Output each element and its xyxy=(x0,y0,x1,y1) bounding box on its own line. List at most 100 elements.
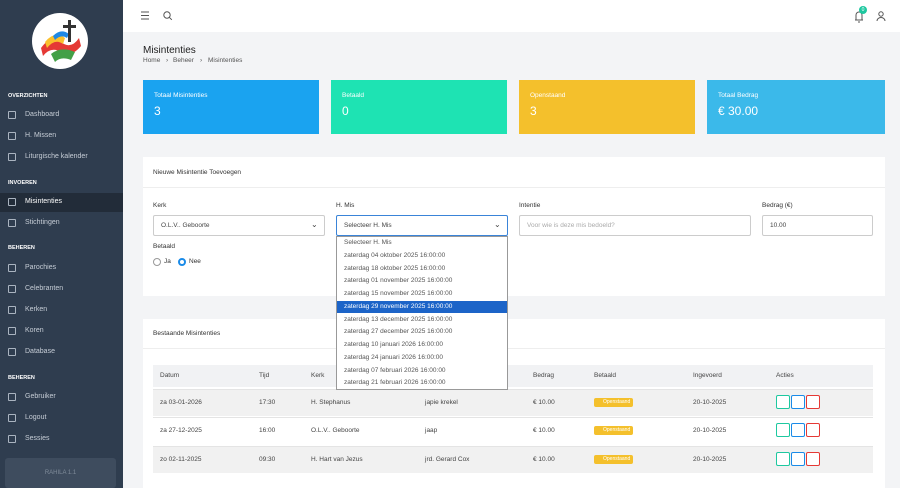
column-header: Datum xyxy=(160,372,180,379)
nav-icon xyxy=(8,198,16,206)
field-label: Kerk xyxy=(153,202,167,209)
cell: jaap xyxy=(425,427,438,434)
field[interactable] xyxy=(762,215,873,236)
active-item-bg xyxy=(0,193,123,212)
cell: japie krekel xyxy=(425,399,458,406)
nav-item[interactable]: Sessies xyxy=(25,435,50,442)
cell: 09:30 xyxy=(259,456,276,463)
cell: O.L.V.. Geboorte xyxy=(311,427,360,434)
breadcrumb[interactable]: Beheer xyxy=(173,57,194,64)
nav-item[interactable]: Celebranten xyxy=(25,285,64,292)
action-button[interactable] xyxy=(791,452,805,466)
action-button[interactable] xyxy=(791,423,805,437)
stat-card xyxy=(519,80,695,134)
divider xyxy=(143,348,885,349)
column-header: Tijd xyxy=(259,372,270,379)
action-button[interactable] xyxy=(806,423,820,437)
action-button[interactable] xyxy=(776,452,790,466)
column-header: Ingevoerd xyxy=(693,372,722,379)
section-title: BEHEREN xyxy=(8,245,35,251)
version-box: RAHILA 1.1 xyxy=(5,458,116,488)
stat-value: 0 xyxy=(342,104,349,118)
stat-label: Totaal Misintenties xyxy=(154,92,208,99)
field[interactable] xyxy=(519,215,751,236)
stat-label: Openstaand xyxy=(530,92,566,99)
field-text: O.L.V.. Geboorte xyxy=(161,222,210,229)
radio-label: Nee xyxy=(189,258,201,265)
field-label: H. Mis xyxy=(336,202,355,209)
field-label: Intentie xyxy=(519,202,541,209)
nav-item[interactable]: Parochies xyxy=(25,264,57,271)
action-button[interactable] xyxy=(806,395,820,409)
cell: 20-10-2025 xyxy=(693,456,727,463)
stat-label: Totaal Bedrag xyxy=(718,92,759,99)
field[interactable] xyxy=(336,215,508,236)
action-button[interactable] xyxy=(791,395,805,409)
dropdown-option[interactable]: zaterdag 24 januari 2026 16:00:00 xyxy=(344,353,444,361)
nav-icon xyxy=(8,219,16,227)
breadcrumb-sep: › xyxy=(166,57,169,64)
radio[interactable] xyxy=(153,258,161,266)
breadcrumb-sep: › xyxy=(200,57,203,64)
column-header: Bedrag xyxy=(533,372,554,379)
breadcrumb[interactable]: Home xyxy=(143,57,161,64)
cell: 20-10-2025 xyxy=(693,427,727,434)
logo xyxy=(32,13,88,69)
cell: H. Hart van Jezus xyxy=(311,456,363,463)
dropdown-option[interactable]: zaterdag 18 oktober 2025 16:00:00 xyxy=(344,264,446,272)
top-icons[interactable] xyxy=(140,10,180,22)
status-badge: Openstaand xyxy=(594,455,634,464)
dropdown-option[interactable]: zaterdag 15 november 2025 16:00:00 xyxy=(344,290,453,297)
section-title: OVERZICHTEN xyxy=(8,93,48,99)
cell: € 10.00 xyxy=(533,456,555,463)
sidebar xyxy=(0,0,123,488)
row-bg xyxy=(153,389,873,416)
nav-item[interactable]: Logout xyxy=(25,414,47,421)
cell: € 10.00 xyxy=(533,427,555,434)
dropdown-option[interactable]: zaterdag 01 november 2025 16:00:00 xyxy=(344,277,453,285)
nav-icon xyxy=(8,306,16,314)
chevron: ⌄ xyxy=(311,220,318,229)
nav-item[interactable]: Dashboard xyxy=(25,111,60,118)
nav-item[interactable]: Kerken xyxy=(25,306,48,313)
top-bar xyxy=(123,0,900,32)
section-title: INVOEREN xyxy=(8,180,37,186)
row-bg xyxy=(153,446,873,473)
dropdown-option[interactable]: zaterdag 13 december 2025 16:00:00 xyxy=(344,315,453,323)
field[interactable] xyxy=(153,215,325,236)
nav-item[interactable]: Liturgische kalender xyxy=(25,153,88,160)
dropdown-option[interactable]: Selecteer H. Mis xyxy=(344,239,392,246)
nav-item[interactable]: Koren xyxy=(25,327,44,334)
stat-card xyxy=(143,80,319,134)
nav-item[interactable]: Misintenties xyxy=(25,198,62,205)
action-button[interactable] xyxy=(806,452,820,466)
cell: zo 02-11-2025 xyxy=(160,456,202,463)
radio[interactable] xyxy=(178,258,186,266)
stat-card xyxy=(331,80,507,134)
dropdown-option[interactable]: zaterdag 10 januari 2026 16:00:00 xyxy=(344,341,444,348)
nav-item[interactable]: Gebruiker xyxy=(25,393,56,400)
dropdown-option[interactable]: zaterdag 29 november 2025 16:00:00 xyxy=(344,302,453,310)
cell: 16:00 xyxy=(259,427,276,434)
nav-item[interactable]: H. Missen xyxy=(25,132,57,139)
dropdown-option[interactable]: zaterdag 21 februari 2026 16:00:00 xyxy=(344,379,446,387)
nav-icon xyxy=(8,132,16,140)
cell: € 10.00 xyxy=(533,399,555,406)
dropdown-option[interactable]: zaterdag 04 oktober 2025 16:00:00 xyxy=(344,251,446,259)
nav-icon xyxy=(8,348,16,356)
dropdown-option[interactable]: zaterdag 27 december 2025 16:00:00 xyxy=(344,328,453,336)
nav-item[interactable]: Stichtingen xyxy=(25,219,60,226)
nav-item[interactable]: Database xyxy=(25,348,55,355)
nav-icon xyxy=(8,327,16,335)
cell: H. Stephanus xyxy=(311,399,351,406)
dropdown-option[interactable]: zaterdag 07 februari 2026 16:00:00 xyxy=(344,366,446,374)
column-header: Acties xyxy=(776,372,794,379)
stat-label: Betaald xyxy=(342,92,365,99)
user-icons[interactable] xyxy=(852,8,888,24)
field-text: 10.00 xyxy=(770,222,787,229)
action-button[interactable] xyxy=(776,395,790,409)
notification-badge: 0 xyxy=(859,6,867,14)
column-header: Kerk xyxy=(311,372,325,379)
action-button[interactable] xyxy=(776,423,790,437)
